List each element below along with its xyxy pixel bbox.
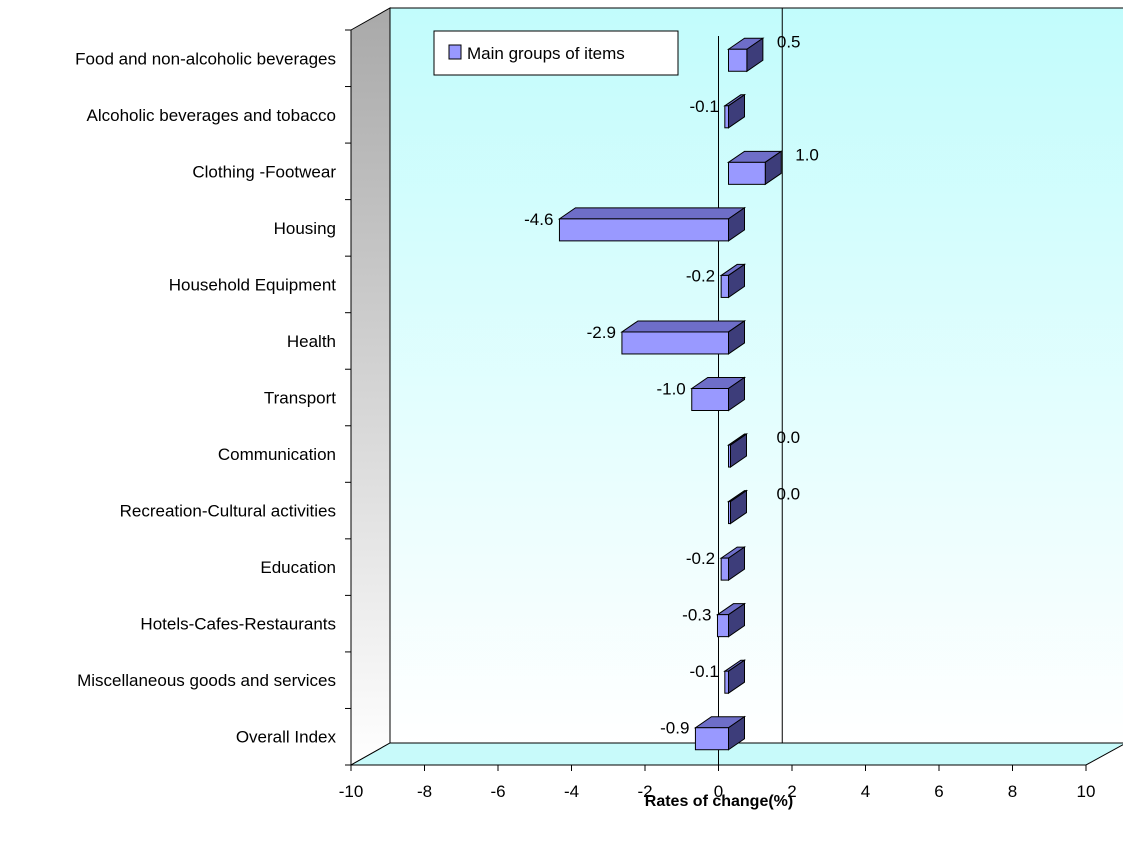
data-label: -0.2 bbox=[686, 266, 715, 285]
data-label: -0.3 bbox=[682, 606, 711, 625]
bar bbox=[726, 37, 765, 73]
bar bbox=[726, 433, 749, 468]
data-label: 0.0 bbox=[777, 428, 801, 447]
bar bbox=[719, 263, 747, 299]
floor bbox=[349, 742, 1123, 766]
x-tick-label: -6 bbox=[490, 782, 505, 801]
x-tick-label: 8 bbox=[1008, 782, 1017, 801]
bar-front bbox=[728, 161, 766, 185]
bar bbox=[693, 715, 747, 751]
legend-box bbox=[433, 30, 679, 76]
back-wall bbox=[389, 7, 1123, 744]
category-label: Communication bbox=[218, 445, 336, 464]
bar-top bbox=[620, 320, 747, 333]
data-label: 0.0 bbox=[777, 485, 801, 504]
legend-entry: Main groups of items bbox=[467, 44, 625, 63]
x-tick-label: 0 bbox=[714, 782, 723, 801]
bar bbox=[723, 93, 747, 129]
bar bbox=[557, 206, 747, 242]
x-tick-label: -4 bbox=[564, 782, 579, 801]
category-label: Education bbox=[260, 558, 336, 577]
x-tick-label: -10 bbox=[339, 782, 364, 801]
category-label: Transport bbox=[264, 389, 336, 408]
labels-layer: -10 -8 -6 -4 -2 0 2 4 6 8 10 Food and non-alcoholic… bbox=[75, 32, 1095, 801]
bar-front bbox=[720, 557, 730, 581]
category-label: Recreation-Cultural activities bbox=[120, 502, 336, 521]
category-label: Housing bbox=[274, 219, 336, 238]
data-label: -2.9 bbox=[587, 323, 616, 342]
bar-front bbox=[728, 444, 731, 468]
bar-front bbox=[716, 614, 729, 638]
x-tick-label: 10 bbox=[1077, 782, 1096, 801]
bar-front bbox=[720, 274, 730, 298]
bar-front bbox=[728, 501, 731, 525]
bar bbox=[690, 376, 747, 412]
bar-front bbox=[728, 48, 748, 72]
data-label: 0.5 bbox=[777, 32, 801, 51]
legend-swatch bbox=[448, 44, 462, 60]
category-label: Alcoholic beverages and tobacco bbox=[87, 106, 337, 125]
bar-front bbox=[691, 388, 729, 411]
data-label: -0.1 bbox=[690, 662, 719, 681]
bar-front bbox=[724, 670, 730, 694]
x-tick-label: 6 bbox=[934, 782, 943, 801]
bar-front bbox=[724, 105, 730, 129]
x-tick-label: -8 bbox=[417, 782, 432, 801]
x-axis-title: Rates of change(%) bbox=[645, 793, 793, 810]
category-label: Household Equipment bbox=[169, 275, 337, 294]
category-label: Clothing -Footwear bbox=[192, 162, 336, 181]
bar-front bbox=[558, 218, 730, 242]
data-label: -0.9 bbox=[660, 719, 689, 738]
bar bbox=[726, 489, 749, 525]
category-label: Food and non-alcoholic beverages bbox=[75, 49, 336, 68]
data-label: 1.0 bbox=[795, 145, 819, 164]
bars-layer bbox=[557, 37, 783, 751]
category-label: Hotels-Cafes-Restaurants bbox=[140, 615, 336, 634]
x-tick-label: 2 bbox=[787, 782, 796, 801]
x-tick-label: -2 bbox=[637, 782, 652, 801]
bar bbox=[723, 659, 747, 695]
x-tick-label: 4 bbox=[861, 782, 870, 801]
data-label: -4.6 bbox=[524, 210, 553, 229]
category-label: Miscellaneous goods and services bbox=[77, 671, 336, 690]
bar bbox=[715, 602, 747, 638]
left-wall bbox=[350, 7, 391, 766]
bar-front bbox=[694, 727, 729, 751]
bar bbox=[719, 546, 747, 582]
data-label: -0.1 bbox=[690, 97, 719, 116]
bar-front bbox=[621, 331, 729, 355]
legend: Main groups of items bbox=[433, 30, 679, 76]
category-label: Overall Index bbox=[236, 728, 337, 747]
axis-lines bbox=[345, 8, 1087, 771]
category-label: Health bbox=[287, 332, 336, 351]
bar-top bbox=[557, 207, 747, 220]
data-label: -0.2 bbox=[686, 549, 715, 568]
bar bbox=[726, 150, 783, 186]
bar bbox=[620, 320, 747, 355]
data-label: -1.0 bbox=[656, 380, 685, 399]
plot-walls bbox=[349, 7, 1123, 766]
